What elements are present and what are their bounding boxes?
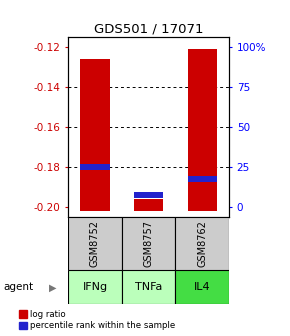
Bar (175, 270, 229, 304)
Bar (122, 270, 175, 304)
Bar (68, 270, 122, 304)
Text: ▶: ▶ (49, 282, 57, 292)
Bar (134, 192, 163, 198)
Text: IFNg: IFNg (82, 282, 108, 292)
Text: agent: agent (3, 282, 33, 292)
Bar (80, 59, 110, 211)
Bar (134, 199, 163, 211)
Bar (175, 217, 229, 270)
Text: IL4: IL4 (194, 282, 211, 292)
Text: GSM8752: GSM8752 (90, 220, 100, 267)
Bar (122, 217, 175, 270)
Legend: log ratio, percentile rank within the sample: log ratio, percentile rank within the sa… (19, 310, 175, 330)
Text: GSM8757: GSM8757 (144, 220, 154, 267)
Text: TNFa: TNFa (135, 282, 162, 292)
Bar (68, 217, 122, 270)
Text: GSM8762: GSM8762 (197, 220, 207, 267)
Bar (188, 49, 217, 211)
Title: GDS501 / 17071: GDS501 / 17071 (94, 23, 203, 36)
Bar (80, 164, 110, 170)
Bar (188, 176, 217, 182)
